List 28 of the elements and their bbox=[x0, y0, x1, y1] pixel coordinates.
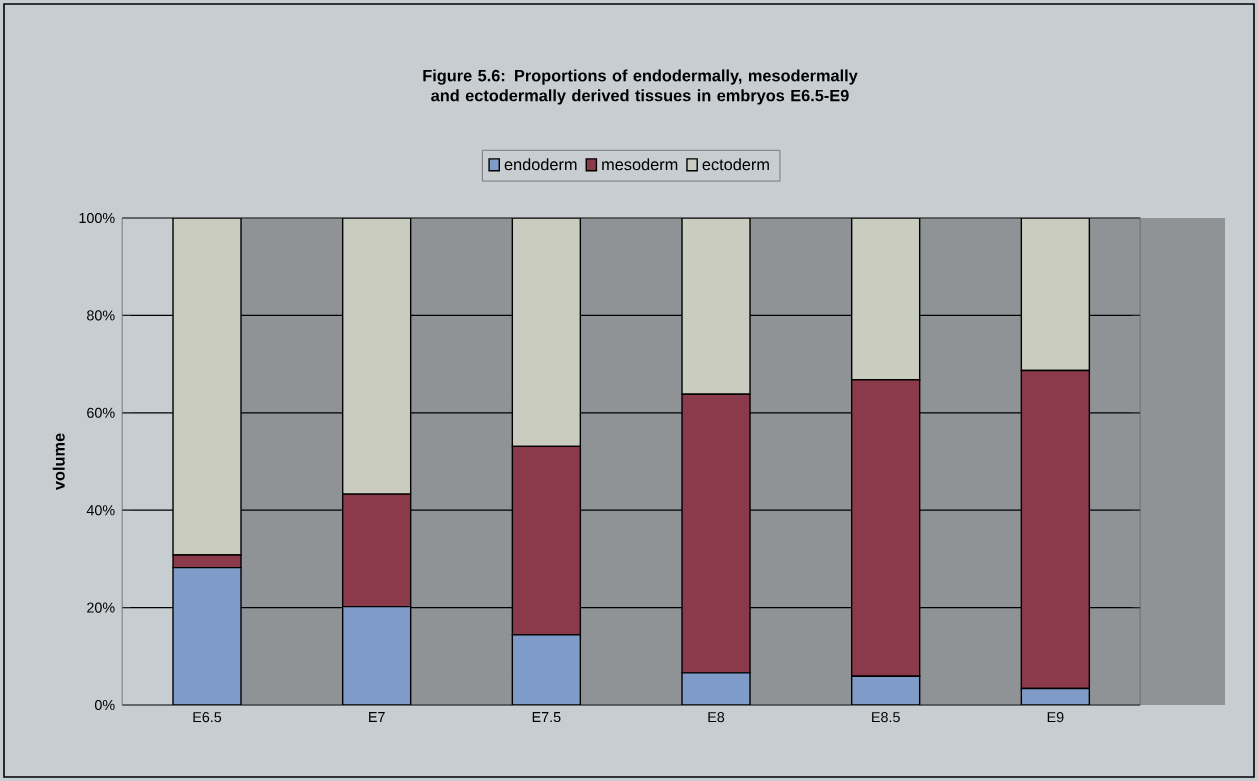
x-tick-label: E7.5 bbox=[532, 712, 561, 723]
bar bbox=[172, 566, 242, 705]
bar bbox=[511, 218, 582, 448]
bar bbox=[341, 605, 412, 705]
y-tick-label: 100% bbox=[79, 212, 115, 224]
y-tick-label: 0% bbox=[94, 699, 115, 711]
bar bbox=[1020, 218, 1091, 372]
bar bbox=[850, 218, 921, 381]
legend-label: endoderm bbox=[504, 158, 577, 171]
x-tick-label: E6.5 bbox=[193, 712, 222, 723]
legend-label: mesoderm bbox=[602, 158, 678, 171]
y-tick-label: 80% bbox=[87, 310, 115, 321]
bar bbox=[172, 218, 242, 556]
bar bbox=[681, 672, 751, 705]
bar bbox=[341, 218, 412, 495]
x-tick-label: E9 bbox=[1047, 712, 1064, 723]
x-tick-label: E7 bbox=[369, 712, 385, 722]
y-tick-label: 60% bbox=[87, 407, 115, 418]
y-tick-label: 40% bbox=[86, 505, 115, 516]
x-tick-label: E8.5 bbox=[872, 712, 900, 723]
x-tick-label: E8 bbox=[708, 712, 725, 723]
chart-title: Figure 5.6: Proportions of endodermally, mesodermally and ectodermally derived tissues in embryos E6.5-E9 bbox=[423, 69, 858, 105]
y-tick-label: 20% bbox=[87, 602, 115, 613]
legend-label: ectoderm bbox=[702, 158, 769, 171]
bar bbox=[850, 675, 921, 705]
bar bbox=[511, 634, 582, 705]
y-axis-title: volume bbox=[52, 433, 65, 491]
bar bbox=[681, 218, 751, 395]
